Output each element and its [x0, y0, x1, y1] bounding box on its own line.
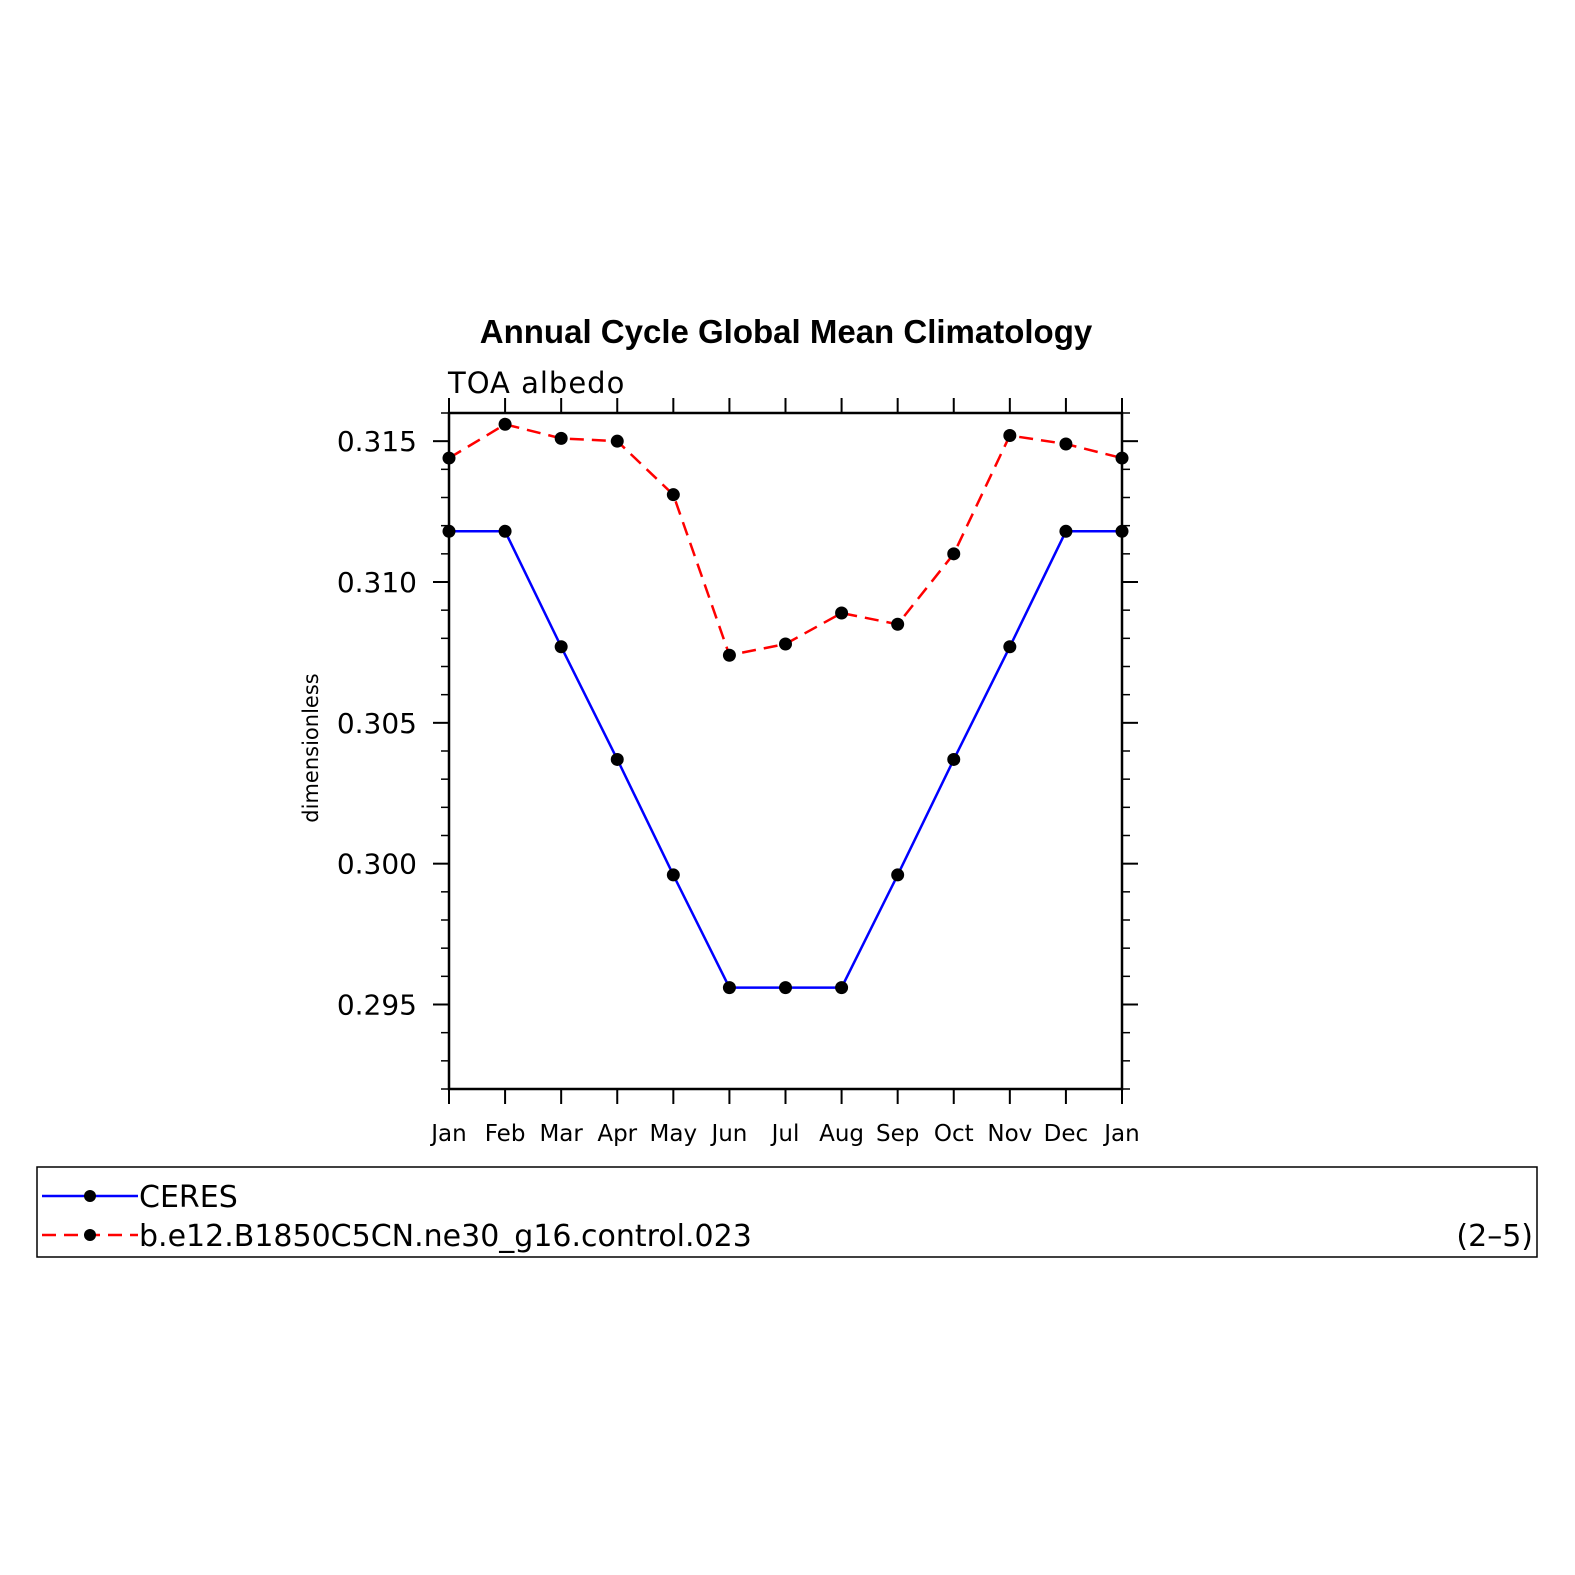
x-tick-label: Jan	[1102, 1121, 1139, 1147]
data-point	[610, 434, 624, 448]
legend-box	[36, 1166, 1538, 1258]
data-point	[835, 606, 849, 620]
x-tick-label: Apr	[597, 1121, 637, 1147]
data-point	[891, 617, 905, 631]
legend: CERES b.e12.B1850C5CN.ne30_g16.control.0…	[36, 1166, 1538, 1258]
data-point	[1059, 437, 1073, 451]
data-point	[666, 868, 680, 882]
data-point	[722, 648, 736, 662]
data-point	[722, 981, 736, 995]
series-line	[449, 530, 1122, 989]
series-line	[448, 422, 1123, 657]
y-tick-label: 0.295	[337, 989, 417, 1022]
y-tick-label: 0.305	[337, 707, 417, 740]
y-axis-label: dimensionless	[299, 673, 323, 822]
data-point	[779, 637, 792, 651]
data-point	[442, 451, 456, 465]
data-point	[498, 417, 512, 431]
x-tick-label: Aug	[819, 1121, 864, 1147]
data-point	[498, 524, 512, 538]
data-point	[666, 488, 680, 502]
data-point	[835, 981, 849, 995]
series-layer	[442, 417, 1129, 995]
chart-title: Annual Cycle Global Mean Climatology	[480, 313, 1093, 350]
data-point	[1003, 640, 1017, 654]
y-tick-label: 0.315	[337, 425, 417, 458]
x-tick-label: Jun	[709, 1121, 747, 1147]
data-point	[779, 981, 792, 995]
y-tick-labels: 0.295 0.300 0.305 0.310 0.315	[337, 425, 417, 1021]
x-tick-label: Sep	[876, 1121, 919, 1147]
x-tick-label: Mar	[539, 1121, 583, 1147]
x-tick-label: May	[650, 1121, 698, 1147]
data-point	[554, 431, 568, 445]
data-point	[1059, 524, 1073, 538]
data-point	[554, 640, 568, 654]
x-tick-label: Dec	[1044, 1121, 1089, 1147]
plot-axes	[433, 398, 1138, 1104]
data-point	[1115, 524, 1129, 538]
legend-marker-ceres	[84, 1190, 96, 1202]
x-tick-labels: Jan Feb Mar Apr May Jun Jul Aug Sep Oct Nov Dec Jan	[429, 1121, 1139, 1147]
legend-marker-model	[84, 1229, 96, 1241]
data-point	[1003, 429, 1017, 443]
chart-subtitle: TOA albedo	[447, 366, 625, 400]
data-point	[610, 752, 624, 766]
data-point	[947, 547, 961, 561]
x-tick-label: Jan	[429, 1121, 466, 1147]
x-tick-label: Nov	[987, 1121, 1032, 1147]
x-tick-label: Feb	[485, 1121, 526, 1147]
data-point	[947, 752, 961, 766]
y-tick-label: 0.310	[337, 566, 417, 599]
legend-label-ceres: CERES	[139, 1180, 238, 1215]
x-tick-label: Jul	[770, 1121, 800, 1147]
data-point	[442, 524, 456, 538]
data-point	[1115, 451, 1129, 465]
legend-label-model: b.e12.B1850C5CN.ne30_g16.control.023	[139, 1219, 752, 1254]
panel-label: (2–5)	[1456, 1219, 1533, 1254]
data-point	[891, 868, 905, 882]
y-tick-label: 0.300	[337, 848, 417, 881]
x-tick-label: Oct	[934, 1121, 974, 1147]
